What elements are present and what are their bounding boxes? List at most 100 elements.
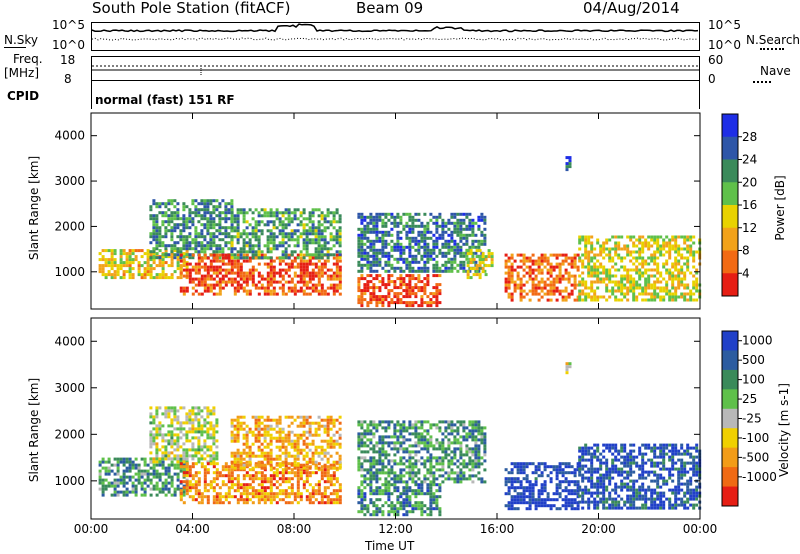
- power-echo-5: [432, 257, 436, 261]
- power-echo-0: [149, 276, 153, 280]
- velocity-echo-2: [221, 480, 225, 484]
- velocity-echo-4: [432, 498, 436, 502]
- power-echo-2: [227, 256, 231, 260]
- power-echo-4: [399, 286, 403, 290]
- power-echo-1: [212, 250, 216, 254]
- velocity-echo-5: [372, 420, 376, 424]
- velocity-echo-4: [405, 504, 409, 508]
- power-echo-2: [239, 262, 243, 266]
- velocity-echo-4: [387, 486, 391, 490]
- velocity-echo-1: [152, 460, 156, 464]
- velocity-echo-5: [438, 462, 442, 466]
- power-echo-2: [182, 268, 186, 272]
- velocity-echo-3: [254, 463, 258, 467]
- velocity-echo-4: [435, 504, 439, 508]
- power-echo-2: [200, 280, 204, 284]
- velocity-echo-3: [230, 439, 234, 443]
- power-echo-5: [462, 260, 466, 264]
- velocity-echo-4: [402, 486, 406, 490]
- power-echo-5: [417, 260, 421, 264]
- power-echo-8: [665, 283, 669, 287]
- power-echo-8: [632, 250, 636, 254]
- velocity-echo-5: [402, 429, 406, 433]
- velocity-echo-2: [281, 492, 285, 496]
- velocity-echo-3: [305, 454, 309, 458]
- velocity-echo-2: [281, 480, 285, 484]
- velocity-echo-0: [161, 463, 165, 467]
- velocity-echo-4: [405, 492, 409, 496]
- velocity-echo-2: [233, 477, 237, 481]
- velocity-echo-2: [224, 465, 228, 469]
- power-echo-7: [570, 265, 574, 269]
- velocity-echo-3: [278, 457, 282, 461]
- velocity-echo-2: [269, 486, 273, 490]
- power-echo-7: [576, 265, 580, 269]
- power-echo-7: [561, 277, 565, 281]
- power-echo-5: [414, 269, 418, 273]
- power-echo-3: [320, 253, 324, 257]
- velocity-echo-5: [426, 459, 430, 463]
- velocity-echo-0: [122, 478, 126, 482]
- power-echo-3: [311, 214, 315, 218]
- velocity-echo-2: [287, 492, 291, 496]
- velocity-echo-3: [269, 418, 273, 422]
- power-echo-8: [611, 274, 615, 278]
- power-echo-8: [659, 244, 663, 248]
- power-echo-1: [155, 241, 159, 245]
- power-echo-9: [565, 165, 569, 169]
- power-echo-8: [689, 298, 693, 302]
- velocity-echo-5: [393, 453, 397, 457]
- velocity-echo-5: [429, 438, 433, 442]
- power-echo-8: [674, 265, 678, 269]
- power-echo-2: [323, 289, 327, 293]
- power-echo-6: [475, 270, 479, 274]
- velocity-echo-5: [393, 471, 397, 475]
- power-echo-6: [487, 264, 491, 268]
- velocity-echo-2: [185, 462, 189, 466]
- velocity-echo-1: [158, 421, 162, 425]
- power-echo-3: [278, 256, 282, 260]
- velocity-echo-4: [387, 489, 391, 493]
- power-echo-5: [384, 269, 388, 273]
- power-echo-1: [194, 226, 198, 230]
- power-echo-1: [230, 199, 234, 203]
- power-echo-2: [236, 283, 240, 287]
- power-echo-7: [573, 277, 577, 281]
- power-echo-0: [131, 258, 135, 262]
- power-echo-4: [360, 292, 364, 296]
- velocity-echo-2: [254, 495, 258, 499]
- power-echo-4: [393, 283, 397, 287]
- velocity-echo-2: [248, 468, 252, 472]
- velocity-echo-5: [381, 438, 385, 442]
- power-echo-2: [299, 277, 303, 281]
- power-echo-9: [568, 162, 572, 166]
- power-echo-5: [474, 233, 478, 237]
- freq-label-1: Freq.: [13, 52, 43, 66]
- power-echo-0: [119, 258, 123, 262]
- power-echo-2: [245, 259, 249, 263]
- velocity-echo-0: [185, 457, 189, 461]
- velocity-echo-2: [278, 489, 282, 493]
- power-echo-1: [182, 226, 186, 230]
- power-echo-1: [191, 211, 195, 215]
- power-echo-5: [435, 224, 439, 228]
- velocity-echo-3: [281, 439, 285, 443]
- velocity-echo-4: [375, 498, 379, 502]
- velocity-echo-5: [402, 420, 406, 424]
- velocity-echo-2: [236, 474, 240, 478]
- velocity-echo-4: [426, 486, 430, 490]
- velocity-echo-3: [263, 457, 267, 461]
- power-echo-0: [179, 276, 183, 280]
- velocity-echo-2: [209, 486, 213, 490]
- power-echo-2: [194, 289, 198, 293]
- velocity-echo-5: [414, 459, 418, 463]
- power-echo-0: [155, 252, 159, 256]
- velocity-echo-2: [221, 501, 225, 505]
- power-echo-4: [435, 292, 439, 296]
- power-echo-0: [131, 276, 135, 280]
- velocity-echo-3: [296, 454, 300, 458]
- power-echo-5: [429, 251, 433, 255]
- power-echo-0: [104, 249, 108, 253]
- power-echo-7: [540, 289, 544, 293]
- velocity-echo-1: [182, 421, 186, 425]
